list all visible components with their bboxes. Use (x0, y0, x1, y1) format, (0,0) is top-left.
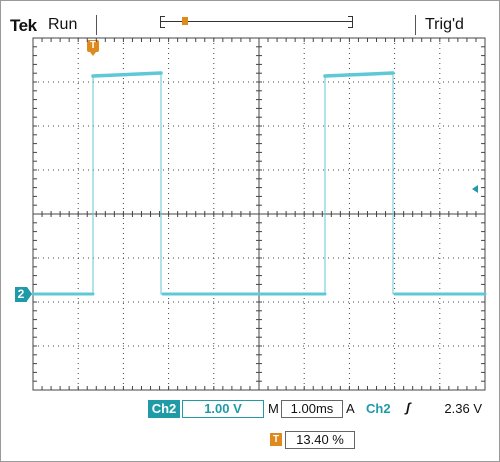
trigger-level-value[interactable]: 2.36 V (444, 401, 482, 416)
trigger-position-icon[interactable]: T (87, 40, 99, 52)
rising-edge-slope-icon[interactable]: ʃ (406, 400, 411, 415)
channel-label[interactable]: Ch2 (148, 400, 180, 418)
timebase-label: M (268, 401, 279, 416)
brand-logo: Tek (10, 16, 37, 35)
header-divider (96, 15, 97, 35)
time-per-div[interactable]: 1.00ms (281, 400, 343, 418)
trigger-horizontal-position[interactable]: 13.40 % (285, 431, 355, 449)
channel-ground-marker-icon[interactable]: 2 (15, 287, 32, 302)
trigger-horizontal-icon: T (270, 433, 282, 446)
volts-per-div[interactable]: 1.00 V (182, 400, 264, 418)
status-header: Tek Run Trig'd (0, 0, 500, 38)
record-length-indicator (160, 16, 353, 28)
channel-number: 2 (15, 287, 27, 302)
trigger-level-icon[interactable] (472, 185, 478, 193)
trigger-status: Trig'd (425, 16, 464, 33)
trigger-mode: A (346, 401, 355, 416)
trigger-position-pointer (90, 52, 96, 56)
acquisition-state: Run (48, 16, 78, 33)
record-window-icon (182, 17, 188, 25)
trigger-source[interactable]: Ch2 (366, 401, 391, 416)
header-divider (415, 15, 416, 35)
trace-high-segment (323, 71, 395, 78)
trace-high-segment (91, 71, 163, 78)
